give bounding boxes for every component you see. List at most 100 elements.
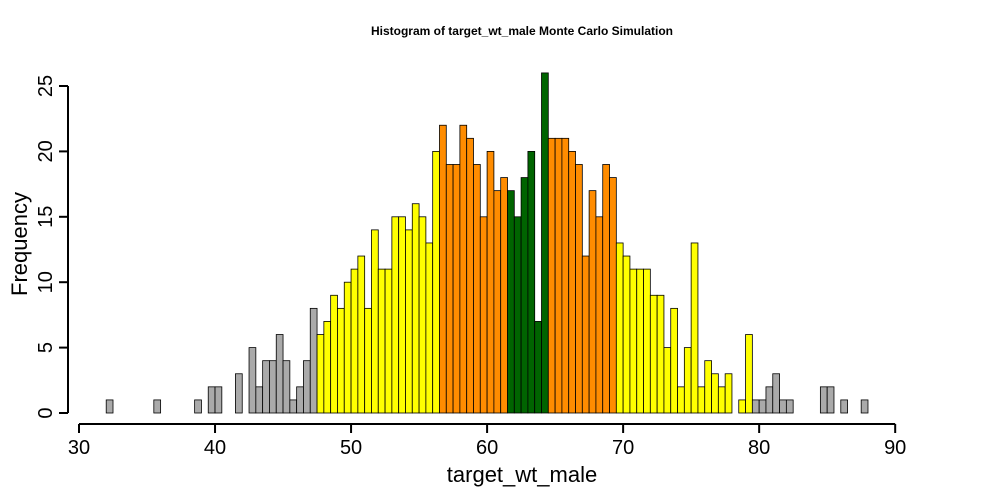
histogram-bar	[677, 386, 685, 414]
histogram-bar	[772, 373, 780, 414]
histogram-bar	[405, 229, 413, 414]
y-axis-label: Frequency	[7, 192, 32, 296]
histogram-bar	[248, 347, 257, 414]
histogram-bar	[439, 124, 447, 414]
histogram-bar	[350, 268, 359, 414]
histogram-bar	[745, 334, 753, 414]
histogram-bar	[425, 242, 434, 414]
histogram-bar	[411, 203, 420, 414]
histogram-bar	[235, 373, 243, 414]
histogram-bar	[670, 307, 678, 414]
histogram-bar	[568, 150, 576, 414]
histogram-bar	[704, 360, 712, 414]
x-tick-label: 90	[884, 437, 906, 459]
histogram-bar	[269, 360, 277, 414]
histogram-bar	[194, 399, 202, 414]
x-tick-label: 70	[612, 437, 634, 459]
histogram-bar	[255, 386, 264, 414]
histogram-bar	[697, 386, 706, 414]
histogram-bar	[466, 137, 474, 414]
histogram-bar	[588, 190, 597, 414]
histogram-bar	[690, 242, 699, 414]
histogram-bar	[840, 399, 848, 414]
histogram-bar	[602, 164, 610, 414]
histogram-bar	[398, 216, 406, 414]
histogram-bar	[445, 164, 454, 414]
y-axis: 0 5 10 15 20 25	[35, 75, 69, 419]
histogram-bar	[513, 216, 522, 414]
x-tick-label: 30	[68, 437, 90, 459]
histogram-bar	[452, 164, 461, 414]
histogram-bar	[779, 399, 787, 414]
histogram-bar	[309, 307, 318, 414]
y-tick-label: 15	[35, 206, 57, 228]
histogram-bar	[357, 255, 366, 414]
histogram-bar	[527, 150, 536, 414]
histogram-bar	[105, 399, 114, 414]
histogram-bar	[541, 72, 549, 414]
histogram-bar	[554, 137, 563, 414]
histogram-bar	[507, 190, 515, 414]
histogram-bar	[765, 386, 774, 414]
histogram-bar	[615, 242, 624, 414]
y-tick-label: 10	[35, 271, 57, 293]
histogram-bar	[758, 399, 767, 414]
histogram-bar	[153, 399, 162, 414]
histogram-bar	[330, 294, 338, 414]
histogram-bar	[391, 216, 400, 414]
histogram-bar	[303, 360, 311, 414]
histogram-bar	[717, 386, 726, 414]
x-tick-label: 50	[340, 437, 362, 459]
histogram-bar	[609, 177, 617, 414]
histogram-bar	[275, 334, 284, 414]
histogram-bar	[207, 386, 216, 414]
x-axis-label: target_wt_male	[447, 462, 597, 487]
histogram-bar	[473, 164, 481, 414]
histogram-bar	[683, 347, 692, 414]
histogram-bar	[636, 268, 644, 414]
histogram-bars	[105, 72, 869, 414]
histogram-bar	[214, 386, 223, 414]
histogram-bar	[479, 216, 488, 414]
histogram-bar	[486, 150, 495, 414]
histogram-bar	[493, 190, 502, 414]
histogram-bar	[649, 294, 658, 414]
histogram-bar	[459, 124, 468, 414]
histogram-bar	[561, 137, 570, 414]
histogram-bar	[296, 386, 304, 414]
histogram-bar	[316, 334, 325, 414]
histogram-bar	[629, 268, 638, 414]
histogram-bar	[622, 255, 631, 414]
histogram-bar	[595, 216, 604, 414]
x-axis: 30 40 50 60 70 80 90	[68, 423, 906, 459]
histogram-bar	[289, 399, 298, 414]
histogram-bar	[751, 399, 760, 414]
histogram-bar	[711, 373, 719, 414]
histogram-bar	[500, 177, 508, 414]
histogram-bar	[371, 229, 379, 414]
histogram-bar	[785, 399, 794, 414]
histogram-bar	[364, 307, 372, 414]
histogram-bar	[656, 294, 665, 414]
histogram-bar	[418, 216, 427, 414]
histogram-bar	[819, 386, 828, 414]
histogram-bar	[724, 373, 733, 414]
y-tick-label: 20	[35, 140, 57, 162]
histogram-bar	[520, 177, 529, 414]
y-tick-label: 25	[35, 75, 57, 97]
x-tick-label: 40	[204, 437, 226, 459]
histogram-bar	[547, 137, 556, 414]
histogram-bar	[534, 321, 542, 414]
histogram-bar	[738, 399, 746, 414]
histogram-bar	[282, 360, 291, 414]
histogram-bar	[643, 268, 651, 414]
y-tick-label: 0	[35, 407, 57, 418]
x-tick-label: 60	[476, 437, 498, 459]
histogram-bar	[860, 399, 869, 414]
y-tick-label: 5	[35, 342, 57, 353]
chart-title: Histogram of target_wt_male Monte Carlo …	[371, 24, 673, 38]
histogram-bar	[384, 268, 393, 414]
histogram-bar	[323, 321, 332, 414]
histogram-bar	[432, 150, 440, 414]
